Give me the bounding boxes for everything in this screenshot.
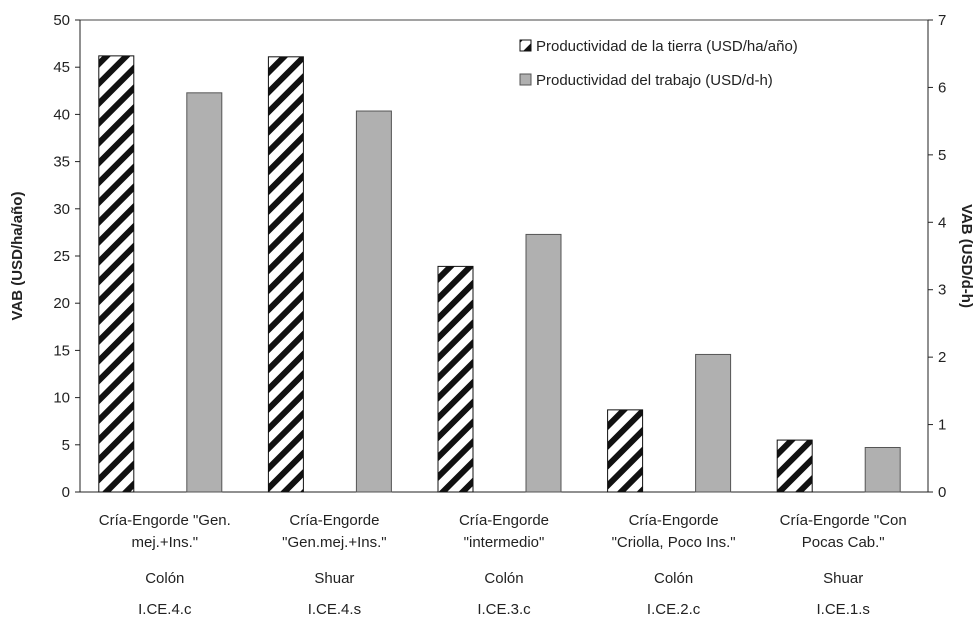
x-category-group: Shuar <box>823 570 863 587</box>
y-left-tick-label: 20 <box>53 295 70 312</box>
legend-label-tierra: Productividad de la tierra (USD/ha/año) <box>536 38 798 55</box>
bar-trabajo <box>864 446 901 493</box>
y-left-tick-label: 25 <box>53 248 70 265</box>
y-left-tick-label: 0 <box>62 484 70 501</box>
bar-tierra <box>437 265 474 493</box>
x-category-label: Cría-Engorde <box>289 512 379 529</box>
y-left-tick-label: 35 <box>53 154 70 171</box>
x-category-code: I.CE.1.s <box>817 601 870 618</box>
y-right-tick-label: 5 <box>938 147 946 164</box>
x-category-label: "Gen.mej.+Ins." <box>282 534 386 551</box>
y-right-tick-label: 0 <box>938 484 946 501</box>
legend-swatch-tierra <box>519 39 532 52</box>
legend-swatch-trabajo <box>519 73 532 86</box>
legend-label-trabajo: Productividad del trabajo (USD/d-h) <box>536 72 773 89</box>
y-left-tick-label: 45 <box>53 59 70 76</box>
y-left-tick-label: 50 <box>53 12 70 29</box>
y-left-tick-label: 10 <box>53 390 70 407</box>
x-category-code: I.CE.4.s <box>308 601 361 618</box>
x-category-group: Colón <box>145 570 184 587</box>
x-category-label: Cría-Engorde "Con <box>780 512 907 529</box>
bar-trabajo <box>355 110 392 493</box>
y-right-axis-title: VAB (USD/d-h) <box>958 204 975 308</box>
bar-tierra <box>267 56 304 493</box>
bar-tierra <box>98 55 135 493</box>
y-right-tick-label: 4 <box>938 214 946 231</box>
y-right-tick-label: 3 <box>938 282 946 299</box>
x-category-label: mej.+Ins." <box>131 534 198 551</box>
y-right-tick-label: 2 <box>938 349 946 366</box>
x-category-code: I.CE.3.c <box>477 601 531 618</box>
x-category-label: "Criolla, Poco Ins." <box>612 534 736 551</box>
x-category-group: Colón <box>484 570 523 587</box>
y-left-tick-label: 15 <box>53 342 70 359</box>
y-right-tick-label: 6 <box>938 79 946 96</box>
x-category-code: I.CE.4.c <box>138 601 192 618</box>
bar-trabajo <box>186 92 223 493</box>
y-right-tick-label: 7 <box>938 12 946 29</box>
x-category-group: Shuar <box>314 570 354 587</box>
y-right-tick-label: 1 <box>938 417 946 434</box>
x-category-label: Cría-Engorde <box>629 512 719 529</box>
bar-tierra <box>607 409 644 493</box>
y-left-axis-title: VAB (USD/ha/año) <box>9 192 26 321</box>
x-category-group: Colón <box>654 570 693 587</box>
bar-tierra <box>776 439 813 493</box>
y-left-tick-label: 40 <box>53 106 70 123</box>
x-category-label: Pocas Cab." <box>802 534 885 551</box>
x-category-code: I.CE.2.c <box>647 601 701 618</box>
x-category-label: Cría-Engorde <box>459 512 549 529</box>
x-category-label: "intermedio" <box>464 534 545 551</box>
bar-trabajo <box>695 353 732 493</box>
bar-trabajo <box>525 233 562 493</box>
y-left-tick-label: 5 <box>62 437 70 454</box>
y-left-tick-label: 30 <box>53 201 70 218</box>
x-category-label: Cría-Engorde "Gen. <box>99 512 231 529</box>
